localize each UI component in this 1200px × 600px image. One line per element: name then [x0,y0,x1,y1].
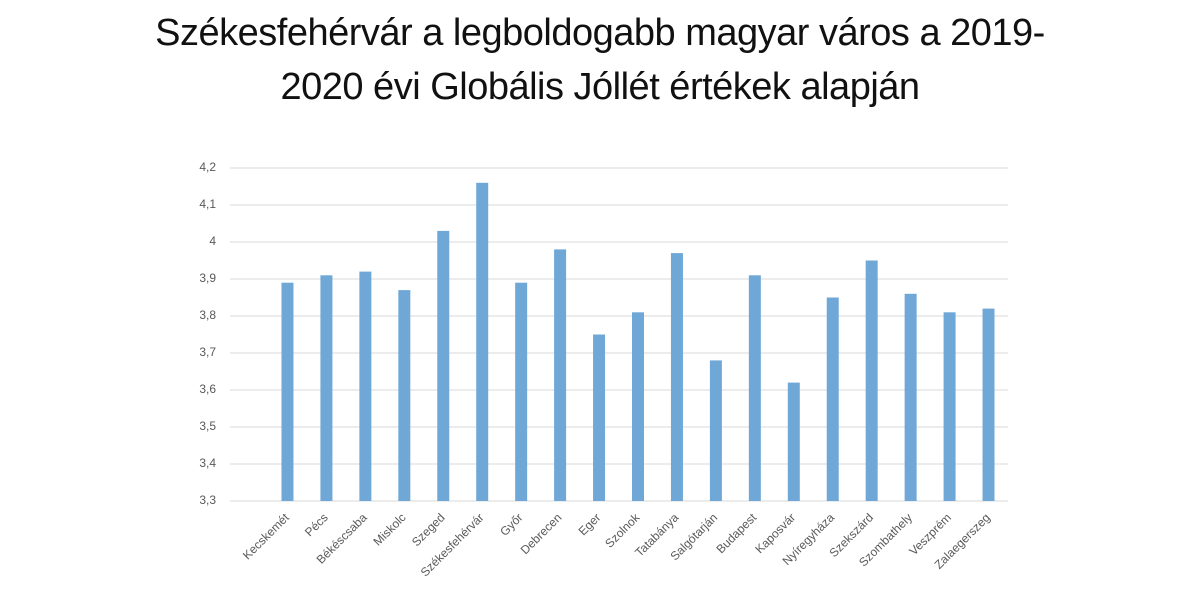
y-tick-label: 3,7 [199,345,216,359]
bar [515,282,528,501]
bar [670,253,683,501]
bar [982,308,995,501]
x-tick-label: Debrecen [518,510,565,557]
y-tick-label: 4,1 [199,197,216,211]
x-tick-label: Pécs [302,510,331,539]
x-tick-label: Miskolc [370,510,408,548]
chart-title: Székesfehérvár a legboldogabb magyar vár… [155,12,1045,108]
bar [476,182,489,502]
x-tick-label: Budapest [713,510,759,556]
x-tick-label: Kecskemét [240,510,292,562]
y-tick-label: 4 [209,234,216,248]
bar [359,271,372,501]
x-tick-label: Eger [576,510,604,538]
bar [398,290,411,501]
bar [593,334,606,501]
y-tick-label: 3,5 [199,419,216,433]
y-tick-label: 3,8 [199,308,216,322]
y-tick-label: 3,9 [199,271,216,285]
bar [865,260,878,501]
bar [554,249,567,501]
bar [437,230,450,501]
bar [709,360,722,501]
title-box: Székesfehérvár a legboldogabb magyar vár… [0,6,1200,114]
bar [826,297,839,501]
bar [748,275,761,501]
bar [787,382,800,501]
y-tick-label: 3,6 [199,382,216,396]
y-tick-label: 3,3 [199,493,216,507]
y-tick-label: 3,4 [199,456,216,470]
bar [943,312,956,501]
bar [904,293,917,501]
bar [632,312,644,501]
y-tick-label: 4,2 [199,160,216,174]
x-tick-label: Győr [497,510,525,538]
bar [320,275,333,501]
x-tick-label: Szeged [409,510,448,549]
bar [281,282,294,501]
